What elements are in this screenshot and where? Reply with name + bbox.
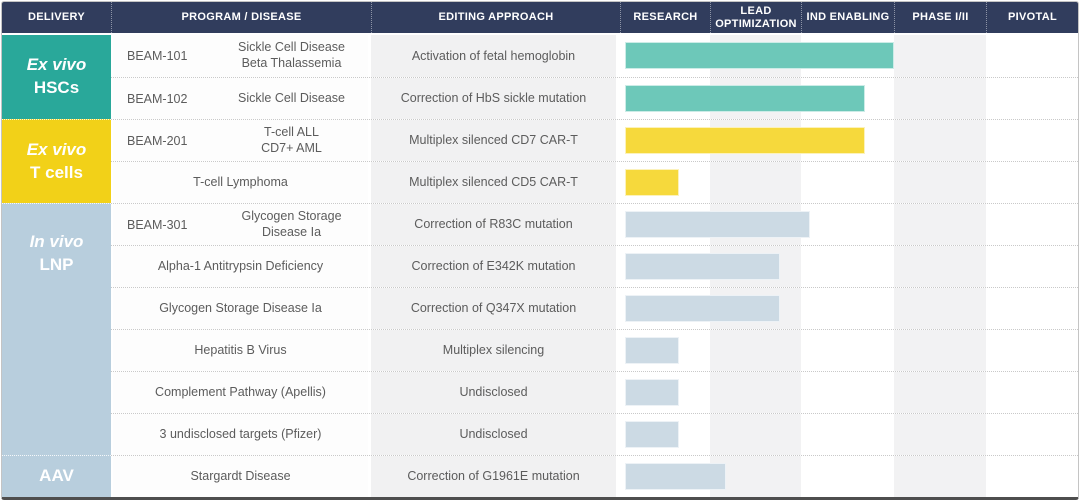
program-disease-cell: Complement Pathway (Apellis) [111,372,371,413]
program-code: BEAM-201 [127,133,188,148]
program-disease-cell: Stargardt Disease [111,456,371,497]
header-delivery: DELIVERY [27,11,85,24]
stage-track [620,330,1078,371]
editing-approach-cell: Correction of HbS sickle mutation [371,78,620,119]
delivery-group-ex-vivo-t-cells: Ex vivo T cells [2,119,111,203]
table-body: Ex vivo HSCs Ex vivo T cells In vivo LNP… [2,35,1078,497]
editing-approach-cell: Undisclosed [371,372,620,413]
program-rows: BEAM-101 Sickle Cell Disease Beta Thalas… [111,35,1078,497]
editing-approach-cell: Multiplex silencing [371,330,620,371]
disease-name: Complement Pathway (Apellis) [155,384,326,399]
editing-approach-cell: Activation of fetal hemoglobin [371,35,620,77]
header-stage-research: RESEARCH [620,2,710,33]
stage-track [620,246,1078,287]
disease-name: 3 undisclosed targets (Pfizer) [159,426,322,441]
program-code: BEAM-102 [127,91,188,106]
stage-track [620,120,1078,161]
delivery-label-line2: LNP [39,254,74,274]
progress-bar [625,42,894,69]
delivery-label-line2: HSCs [33,78,80,97]
stage-track [620,78,1078,119]
pipeline-row-pfizer-targets: 3 undisclosed targets (Pfizer) Undisclos… [111,413,1078,455]
stage-track [620,35,1078,77]
delivery-label-line2: T cells [30,162,83,182]
disease-name: T-cell ALL CD7+ AML [261,124,322,155]
program-disease-cell: Glycogen Storage Disease Ia [111,288,371,329]
disease-name: Glycogen Storage Disease Ia [241,208,342,239]
editing-approach-cell: Multiplex silenced CD5 CAR-T [371,162,620,203]
progress-bar [625,127,865,154]
stage-track [620,204,1078,245]
program-disease-cell: BEAM-102 Sickle Cell Disease [111,78,371,119]
pipeline-row-beam-102: BEAM-102 Sickle Cell Disease Correction … [111,77,1078,119]
editing-approach-cell: Undisclosed [371,414,620,455]
disease-name: Stargardt Disease [190,468,291,483]
pipeline-row-glycogen-storage: Glycogen Storage Disease Ia Correction o… [111,287,1078,329]
progress-bar [625,463,726,490]
program-disease-cell: BEAM-301 Glycogen Storage Disease Ia [111,204,371,245]
progress-bar [625,85,865,112]
table-header-row: DELIVERY PROGRAM / DISEASE EDITING APPRO… [2,2,1078,35]
disease-name: Glycogen Storage Disease Ia [159,300,322,315]
progress-bar [625,211,810,238]
disease-name: Alpha-1 Antitrypsin Deficiency [157,258,324,273]
program-code: BEAM-301 [127,217,188,232]
progress-bar [625,253,780,280]
delivery-column: Ex vivo HSCs Ex vivo T cells In vivo LNP… [2,35,111,497]
header-stage-pivotal: PIVOTAL [986,2,1078,33]
editing-approach-cell: Correction of G1961E mutation [371,456,620,497]
disease-name: T-cell Lymphoma [193,174,288,189]
stage-track [620,288,1078,329]
program-disease-cell: BEAM-101 Sickle Cell Disease Beta Thalas… [111,35,371,77]
progress-bar [625,295,780,322]
program-code: BEAM-101 [127,49,188,63]
progress-bar [625,421,679,448]
pipeline-row-beam-201: BEAM-201 T-cell ALL CD7+ AML Multiplex s… [111,119,1078,161]
stage-track [620,456,1078,497]
header-stage-ind-enabling: IND ENABLING [801,2,894,33]
program-disease-cell: 3 undisclosed targets (Pfizer) [111,414,371,455]
editing-approach-cell: Correction of R83C mutation [371,204,620,245]
header-stage-phase-1-2: PHASE I/II [894,2,986,33]
program-disease-cell: T-cell Lymphoma [111,162,371,203]
stage-track [620,162,1078,203]
delivery-group-ex-vivo-hscs: Ex vivo HSCs [2,35,111,119]
progress-bar [625,337,679,364]
header-program-disease: PROGRAM / DISEASE [111,2,371,33]
program-disease-cell: Alpha-1 Antitrypsin Deficiency [111,246,371,287]
disease-name: Sickle Cell Disease Beta Thalassemia [238,40,345,70]
editing-approach-cell: Multiplex silenced CD7 CAR-T [371,120,620,161]
delivery-label-line1: In vivo [29,232,84,251]
pipeline-row-hepatitis-b: Hepatitis B Virus Multiplex silencing [111,329,1078,371]
delivery-label-line1: Ex vivo [26,139,87,159]
header-editing-approach: EDITING APPROACH [371,2,620,33]
disease-name: Hepatitis B Virus [194,342,287,357]
pipeline-row-complement-pathway: Complement Pathway (Apellis) Undisclosed [111,371,1078,413]
progress-bar [625,379,679,406]
editing-approach-cell: Correction of Q347X mutation [371,288,620,329]
delivery-label-line1: Ex vivo [26,55,87,75]
disease-name: Sickle Cell Disease [238,90,345,105]
pipeline-row-alpha-1-antitrypsin: Alpha-1 Antitrypsin Deficiency Correctio… [111,245,1078,287]
program-disease-cell: Hepatitis B Virus [111,330,371,371]
stage-track [620,414,1078,455]
editing-approach-cell: Correction of E342K mutation [371,246,620,287]
pipeline-row-beam-101: BEAM-101 Sickle Cell Disease Beta Thalas… [111,35,1078,77]
delivery-group-aav: AAV [2,455,111,497]
program-disease-cell: BEAM-201 T-cell ALL CD7+ AML [111,120,371,161]
pipeline-row-t-cell-lymphoma: T-cell Lymphoma Multiplex silenced CD5 C… [111,161,1078,203]
delivery-group-in-vivo-lnp: In vivo LNP [2,203,111,455]
progress-bar [625,169,679,196]
header-stage-lead-optimization: LEAD OPTIMIZATION [710,2,801,33]
stage-track [620,372,1078,413]
pipeline-row-beam-301: BEAM-301 Glycogen Storage Disease Ia Cor… [111,203,1078,245]
pipeline-row-stargardt: Stargardt Disease Correction of G1961E m… [111,455,1078,497]
delivery-label-line2: AAV [39,466,74,486]
